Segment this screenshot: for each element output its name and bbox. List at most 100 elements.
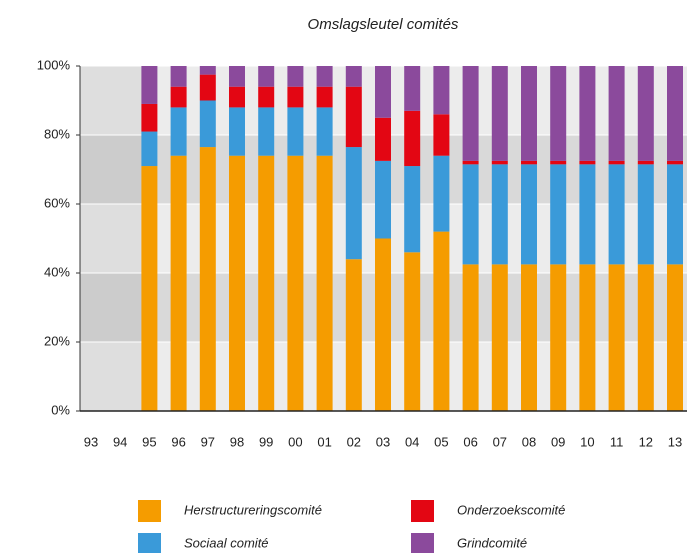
bar-segment xyxy=(316,107,333,156)
x-tick-label: 12 xyxy=(639,434,653,449)
bar-segment xyxy=(637,164,654,265)
bar-segment xyxy=(258,86,275,108)
bar-segment xyxy=(608,160,625,165)
legend-label: Herstructureringscomité xyxy=(184,502,322,517)
bar-segment xyxy=(550,264,567,411)
bar-segment xyxy=(491,160,508,165)
legend-label: Onderzoekscomité xyxy=(457,502,565,517)
x-tick-label: 10 xyxy=(580,434,594,449)
bar-segment xyxy=(491,264,508,411)
legend-swatch xyxy=(138,500,161,522)
y-tick-label: 40% xyxy=(44,264,70,279)
bar-segment xyxy=(287,107,304,156)
bar-segment xyxy=(404,252,421,411)
bar-segment xyxy=(287,66,304,87)
bar-segment xyxy=(258,107,275,156)
empty-area xyxy=(80,66,145,411)
bar-segment xyxy=(433,231,450,411)
bar-segment xyxy=(579,264,596,411)
bar-segment xyxy=(141,103,158,132)
x-tick-label: 96 xyxy=(171,434,185,449)
bar-segment xyxy=(170,107,187,156)
bar-segment xyxy=(345,147,362,260)
bar-segment xyxy=(229,107,245,156)
bar-segment xyxy=(667,164,683,265)
bar-segment xyxy=(141,66,158,104)
x-tick-label: 05 xyxy=(434,434,448,449)
bar-segment xyxy=(579,164,596,265)
bar-segment xyxy=(316,66,333,87)
bar-segment xyxy=(375,238,391,411)
x-tick-label: 98 xyxy=(230,434,244,449)
bar-segment xyxy=(199,100,216,148)
bar-segment xyxy=(170,155,187,411)
legend-swatch xyxy=(138,533,161,553)
bar-segment xyxy=(287,86,304,108)
x-tick-label: 93 xyxy=(84,434,98,449)
bar-segment xyxy=(345,66,362,87)
bar-segment xyxy=(579,160,596,165)
x-tick-label: 00 xyxy=(288,434,302,449)
bar-segment xyxy=(491,164,508,265)
bar-segment xyxy=(667,66,683,161)
y-tick-label: 100% xyxy=(37,57,71,72)
bar-segment xyxy=(258,155,275,411)
bar-segment xyxy=(637,66,654,161)
bar-segment xyxy=(462,66,479,161)
x-tick-label: 94 xyxy=(113,434,127,449)
bar-segment xyxy=(199,74,216,101)
bar-segment xyxy=(199,66,216,75)
bar-segment xyxy=(375,66,391,118)
bar-segment xyxy=(462,160,479,165)
x-tick-label: 03 xyxy=(376,434,390,449)
bar-segment xyxy=(404,110,421,167)
x-tick-label: 13 xyxy=(668,434,682,449)
bar-segment xyxy=(433,155,450,232)
legend-label: Grindcomité xyxy=(457,535,527,550)
bar-segment xyxy=(521,66,537,161)
x-tick-label: 01 xyxy=(317,434,331,449)
bar-segment xyxy=(258,66,275,87)
bar-segment xyxy=(345,259,362,411)
bar-segment xyxy=(229,155,245,411)
y-tick-label: 0% xyxy=(51,402,70,417)
legend-swatch xyxy=(411,500,434,522)
x-tick-label: 97 xyxy=(201,434,215,449)
bar-segment xyxy=(521,264,537,411)
bar-segment xyxy=(170,66,187,87)
bar-segment xyxy=(608,66,625,161)
bar-segment xyxy=(521,164,537,265)
x-tick-label: 07 xyxy=(493,434,507,449)
bar-segment xyxy=(141,131,158,167)
bar-segment xyxy=(550,160,567,165)
bar-segment xyxy=(667,160,683,165)
bar-segment xyxy=(608,164,625,265)
bar-segment xyxy=(637,264,654,411)
bar-segment xyxy=(404,166,421,253)
chart-title: Omslagsleutel comités xyxy=(308,16,459,33)
bar-segment xyxy=(462,264,479,411)
bar-segment xyxy=(550,66,567,161)
bar-segment xyxy=(316,86,333,108)
bar-segment xyxy=(229,66,245,87)
x-tick-label: 99 xyxy=(259,434,273,449)
bar-segment xyxy=(287,155,304,411)
x-tick-label: 95 xyxy=(142,434,156,449)
y-tick-label: 20% xyxy=(44,333,70,348)
bar-segment xyxy=(375,117,391,161)
x-tick-label: 04 xyxy=(405,434,419,449)
x-tick-label: 09 xyxy=(551,434,565,449)
legend-label: Sociaal comité xyxy=(184,535,269,550)
bar-segment xyxy=(521,160,537,165)
bar-segment xyxy=(550,164,567,265)
bar-segment xyxy=(491,66,508,161)
x-tick-label: 08 xyxy=(522,434,536,449)
bar-segment xyxy=(141,166,158,411)
bar-segment xyxy=(462,164,479,265)
y-tick-label: 80% xyxy=(44,126,70,141)
bar-segment xyxy=(199,147,216,411)
bar-segment xyxy=(433,66,450,115)
bar-segment xyxy=(404,66,421,111)
y-tick-label: 60% xyxy=(44,195,70,210)
